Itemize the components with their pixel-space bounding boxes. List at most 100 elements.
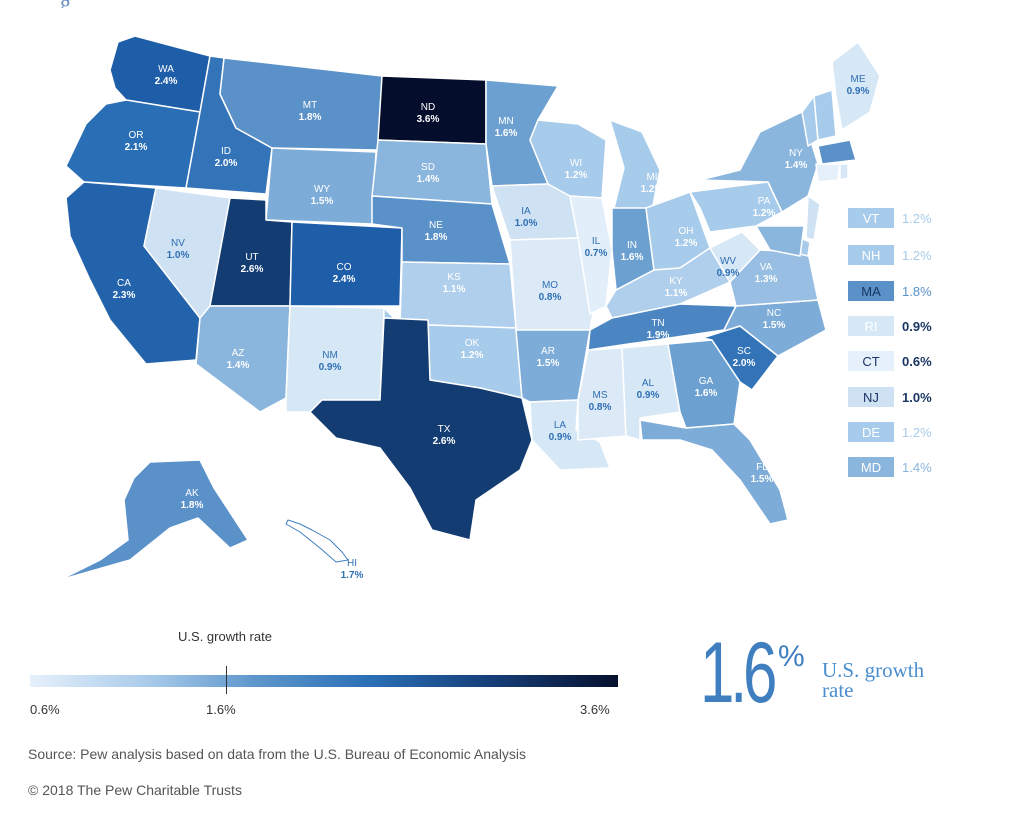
northeast-row-nj: NJ 1.0% bbox=[848, 387, 932, 407]
state-value-or: 2.1% bbox=[125, 142, 148, 153]
northeast-value-md: 1.4% bbox=[902, 459, 932, 475]
state-label-mo: MO bbox=[542, 280, 558, 291]
legend-min-label: 0.6% bbox=[30, 702, 60, 717]
state-label-mi: MI bbox=[646, 172, 657, 183]
state-value-nv: 1.0% bbox=[167, 250, 190, 261]
state-pa bbox=[689, 181, 783, 233]
state-value-nm: 0.9% bbox=[319, 362, 342, 373]
state-value-ar: 1.5% bbox=[537, 358, 560, 369]
northeast-row-md: MD 1.4% bbox=[848, 457, 932, 477]
us-rate-number: 1.6 bbox=[700, 625, 777, 721]
state-value-ga: 1.6% bbox=[695, 388, 718, 399]
legend-color-bar bbox=[30, 675, 618, 687]
northeast-row-vt: VT 1.2% bbox=[848, 208, 932, 228]
state-value-sc: 2.0% bbox=[733, 358, 756, 369]
northeast-value-nj: 1.0% bbox=[902, 389, 932, 405]
state-value-tx: 2.6% bbox=[433, 436, 456, 447]
state-label-ky: KY bbox=[669, 276, 683, 287]
state-label-ok: OK bbox=[465, 338, 480, 349]
state-label-sd: SD bbox=[421, 162, 435, 173]
copyright-note: © 2018 The Pew Charitable Trusts bbox=[28, 782, 242, 798]
state-label-nv: NV bbox=[171, 238, 185, 249]
northeast-abbr-nj: NJ bbox=[848, 387, 894, 407]
state-me bbox=[831, 41, 881, 131]
state-value-ut: 2.6% bbox=[241, 264, 264, 275]
state-ms bbox=[577, 347, 627, 441]
state-fl bbox=[639, 419, 789, 525]
state-value-sd: 1.4% bbox=[417, 174, 440, 185]
legend-mid-label: 1.6% bbox=[206, 702, 236, 717]
state-tx bbox=[309, 317, 533, 541]
northeast-abbr-ri: RI bbox=[848, 316, 894, 336]
northeast-abbr-nh: NH bbox=[848, 245, 894, 265]
us-rate-percent-sign: % bbox=[778, 640, 805, 673]
legend-max-label: 3.6% bbox=[580, 702, 610, 717]
northeast-value-nh: 1.2% bbox=[902, 247, 932, 263]
state-value-nd: 3.6% bbox=[417, 114, 440, 125]
state-label-mt: MT bbox=[303, 100, 317, 111]
northeast-row-ma: MA 1.8% bbox=[848, 281, 932, 301]
northeast-value-ct: 0.6% bbox=[902, 353, 932, 369]
state-label-ms: MS bbox=[593, 390, 608, 401]
state-md bbox=[755, 225, 805, 257]
state-value-ia: 1.0% bbox=[515, 218, 538, 229]
state-value-va: 1.3% bbox=[755, 274, 778, 285]
state-label-nd: ND bbox=[421, 102, 435, 113]
state-value-id: 2.0% bbox=[215, 158, 238, 169]
state-nh bbox=[813, 89, 837, 141]
state-label-in: IN bbox=[627, 240, 637, 251]
us-rate-description: U.S. growth rate bbox=[822, 658, 925, 702]
state-label-ar: AR bbox=[541, 346, 555, 357]
state-value-ak: 1.8% bbox=[181, 500, 204, 511]
state-label-pa: PA bbox=[758, 196, 771, 207]
state-label-tn: TN bbox=[651, 318, 664, 329]
northeast-abbr-ct: CT bbox=[848, 351, 894, 371]
northeast-value-ma: 1.8% bbox=[902, 283, 932, 299]
state-value-ca: 2.3% bbox=[113, 290, 136, 301]
source-note: Source: Pew analysis based on data from … bbox=[28, 746, 527, 762]
state-label-co: CO bbox=[337, 262, 352, 273]
northeast-row-nh: NH 1.2% bbox=[848, 245, 932, 265]
state-hi bbox=[285, 519, 349, 563]
state-value-ks: 1.1% bbox=[443, 284, 466, 295]
state-label-mn: MN bbox=[498, 116, 514, 127]
state-value-wa: 2.4% bbox=[155, 76, 178, 87]
northeast-abbr-ma: MA bbox=[848, 281, 894, 301]
state-value-in: 1.6% bbox=[621, 252, 644, 263]
state-ri bbox=[839, 163, 849, 181]
state-label-fl: FL bbox=[756, 462, 768, 473]
state-label-il: IL bbox=[592, 236, 601, 247]
state-value-ny: 1.4% bbox=[785, 160, 808, 171]
state-value-ne: 1.8% bbox=[425, 232, 448, 243]
northeast-row-de: DE 1.2% bbox=[848, 422, 932, 442]
state-label-ia: IA bbox=[521, 206, 531, 217]
state-value-wi: 1.2% bbox=[565, 170, 588, 181]
state-label-la: LA bbox=[554, 420, 567, 431]
state-label-nc: NC bbox=[767, 308, 781, 319]
state-value-wv: 0.9% bbox=[717, 268, 740, 279]
state-label-ga: GA bbox=[699, 376, 714, 387]
state-value-mt: 1.8% bbox=[299, 112, 322, 123]
state-label-ne: NE bbox=[429, 220, 443, 231]
state-value-mi: 1.2% bbox=[641, 184, 664, 195]
state-value-wy: 1.5% bbox=[311, 196, 334, 207]
state-label-or: OR bbox=[129, 130, 144, 141]
state-value-nc: 1.5% bbox=[763, 320, 786, 331]
northeast-value-de: 1.2% bbox=[902, 424, 932, 440]
state-label-id: ID bbox=[221, 146, 231, 157]
state-label-nm: NM bbox=[322, 350, 338, 361]
state-label-tx: TX bbox=[438, 424, 451, 435]
northeast-row-ri: RI 0.9% bbox=[848, 316, 932, 336]
state-label-me: ME bbox=[851, 74, 866, 85]
state-value-tn: 1.9% bbox=[647, 330, 670, 341]
state-label-ak: AK bbox=[185, 488, 199, 499]
state-value-la: 0.9% bbox=[549, 432, 572, 443]
state-label-va: VA bbox=[760, 262, 773, 273]
state-label-wy: WY bbox=[314, 184, 330, 195]
state-ak bbox=[59, 459, 249, 581]
state-label-wv: WV bbox=[720, 256, 736, 267]
state-mi bbox=[609, 119, 661, 211]
northeast-value-ri: 0.9% bbox=[902, 318, 932, 334]
state-label-ca: CA bbox=[117, 278, 131, 289]
